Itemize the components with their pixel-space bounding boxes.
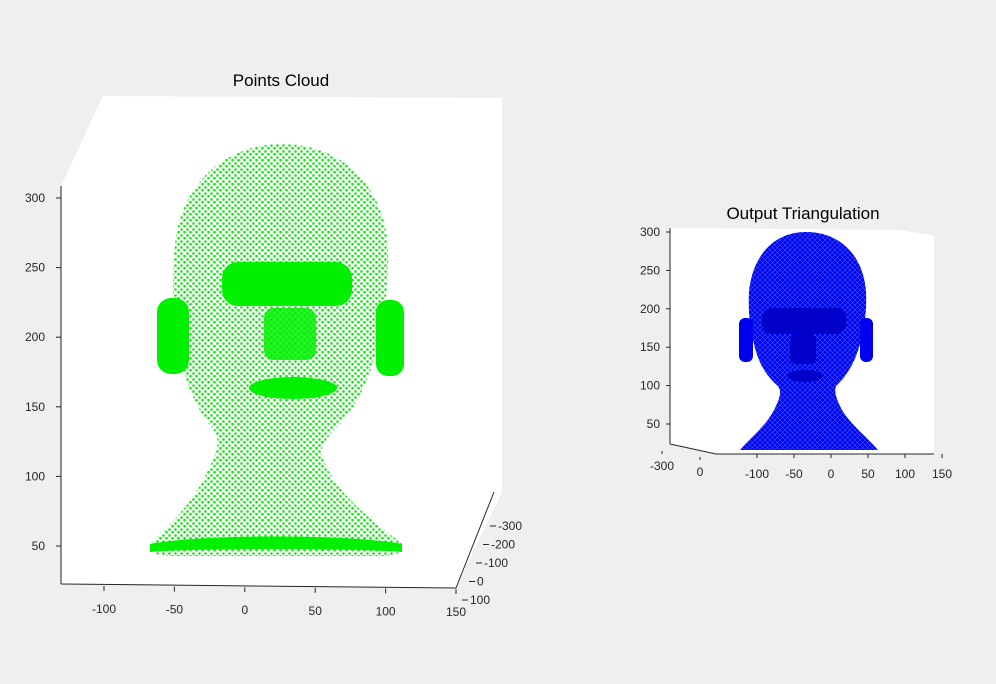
triangulation-z-ticks: 50 100 150 200 250 300 [640, 225, 670, 431]
points-cloud-z-tick-label: 300 [25, 191, 45, 205]
triangulation-x-tick-label: 100 [895, 467, 915, 481]
points-cloud-x-tick-label: 0 [241, 603, 248, 617]
points-cloud-z-tick-label: 150 [25, 400, 45, 414]
points-cloud-chart: Points Cloud 50 100 150 200 250 300 -100 -50 0 5… [25, 71, 522, 619]
triangulation-x-tick-label: 0 [828, 467, 835, 481]
points-cloud-z-tick-label: 50 [32, 539, 46, 553]
triangulation-ear-left [739, 318, 753, 362]
triangulation-z-tick-label: 50 [647, 417, 661, 431]
triangulation-mouth [787, 370, 823, 382]
output-triangulation-chart: Output Triangulation 50 100 150 200 250 300 -… [640, 204, 952, 481]
points-cloud-y-tick-label: -100 [484, 556, 508, 570]
triangulation-y-tick-label: -300 [650, 459, 674, 473]
points-cloud-x-tick-label: -50 [166, 603, 184, 617]
triangulation-x-tick-label: 150 [932, 467, 952, 481]
triangulation-z-tick-label: 250 [640, 263, 660, 277]
points-cloud-nose [264, 308, 316, 360]
points-cloud-y-tick-label: 0 [477, 575, 484, 589]
points-cloud-z-tick-label: 200 [25, 330, 45, 344]
triangulation-nose [790, 334, 816, 364]
points-cloud-z-tick-label: 250 [25, 261, 45, 275]
points-cloud-eyes [222, 262, 352, 306]
triangulation-y-tick-label: 0 [697, 465, 704, 479]
triangulation-x-tick-label: -50 [785, 467, 803, 481]
points-cloud-y-tick-label: 100 [470, 593, 490, 607]
triangulation-z-tick-label: 150 [640, 340, 660, 354]
triangulation-x-ticks: -100 -50 0 50 100 150 [745, 454, 952, 481]
triangulation-y-ticks: -300 0 [650, 451, 704, 479]
points-cloud-ear-right [376, 300, 404, 376]
triangulation-z-tick-label: 100 [640, 379, 660, 393]
points-cloud-z-tick-label: 100 [25, 469, 45, 483]
points-cloud-z-ticks: 50 100 150 200 250 300 [25, 191, 61, 553]
points-cloud-y-axis [455, 491, 495, 589]
points-cloud-neck-base [150, 536, 402, 552]
triangulation-eyes [762, 308, 846, 334]
points-cloud-mouth [249, 377, 337, 399]
points-cloud-x-tick-label: 100 [376, 604, 396, 618]
triangulation-y-axis [669, 443, 717, 455]
points-cloud-x-tick-label: 150 [446, 605, 466, 619]
points-cloud-title: Points Cloud [233, 71, 329, 90]
triangulation-title: Output Triangulation [726, 204, 879, 223]
triangulation-z-tick-label: 200 [640, 302, 660, 316]
points-cloud-x-tick-label: 50 [309, 604, 323, 618]
points-cloud-y-tick-label: -300 [498, 519, 522, 533]
points-cloud-ear-left [157, 298, 189, 374]
points-cloud-x-axis [60, 583, 457, 589]
points-cloud-y-tick-label: -200 [491, 538, 515, 552]
triangulation-z-tick-label: 300 [640, 225, 660, 239]
points-cloud-x-tick-label: -100 [92, 602, 116, 616]
triangulation-ear-right [860, 318, 873, 362]
triangulation-x-tick-label: -100 [745, 467, 769, 481]
points-cloud-x-ticks: -100 -50 0 50 100 150 [92, 586, 466, 619]
triangulation-x-tick-label: 50 [861, 467, 875, 481]
